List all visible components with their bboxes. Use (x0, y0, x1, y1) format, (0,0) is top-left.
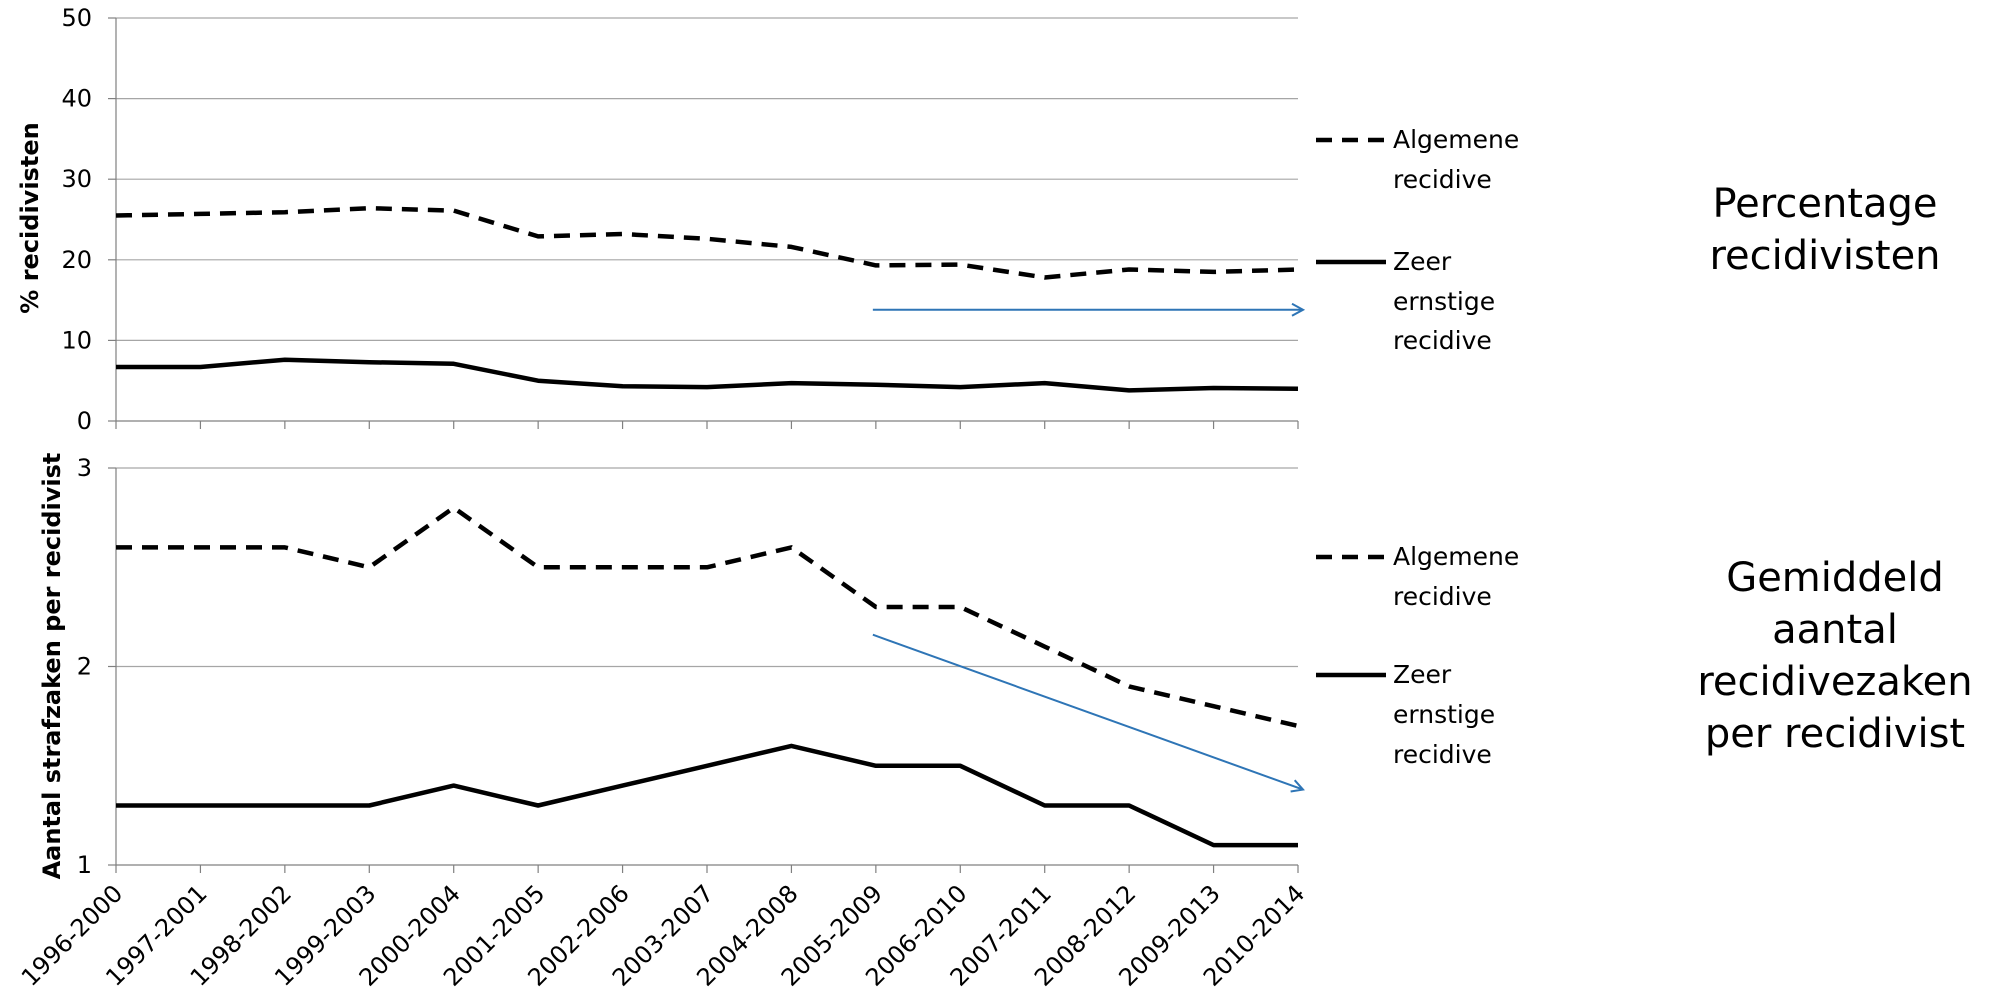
legend-label: recidive (1393, 165, 1492, 194)
y-axis-title: % recidivisten (16, 122, 44, 313)
side-label-bottom: Gemiddeld aantal recidivezaken per recid… (1697, 555, 1973, 757)
legend-label: Algemene (1393, 125, 1519, 154)
y-tick-label: 0 (77, 407, 92, 435)
legend-label: Zeer (1393, 247, 1452, 276)
series-line-zeer-ernstige (116, 357, 1299, 393)
legend-label: Algemene (1393, 542, 1519, 571)
y-tick-label: 3 (77, 454, 92, 482)
trend-arrow (872, 633, 1303, 790)
y-tick-label: 10 (61, 326, 92, 354)
legend-label: Zeer (1393, 660, 1452, 689)
y-tick-label: 2 (77, 653, 92, 681)
y-tick-label: 40 (61, 85, 92, 113)
y-axis-title: Aantal strafzaken per recidivist (38, 453, 66, 880)
y-tick-label: 50 (61, 4, 92, 32)
side-label-top: Percentage recidivisten (1709, 181, 1941, 279)
legend-label: recidive (1393, 326, 1492, 355)
series-line-zeer-ernstige (116, 743, 1298, 848)
legend-label: ernstige (1393, 700, 1495, 729)
legend-label: recidive (1393, 740, 1492, 769)
panel-bottom: 1 2 3 Aantal strafzaken per recidivist Algem… (38, 453, 1519, 880)
y-tick-label: 1 (77, 851, 92, 879)
y-tick-label: 30 (61, 165, 92, 193)
y-tick-label: 20 (61, 246, 92, 274)
series-line-algemene (115, 205, 1299, 280)
series-line-algemene (116, 505, 1299, 729)
legend-label: recidive (1393, 582, 1492, 611)
legend-label: ernstige (1393, 287, 1495, 316)
panel-top: 0 10 20 30 40 50 % recidivisten Algemene recidiv… (16, 4, 1519, 435)
x-axis-labels: 1996-20001997-20011998-20021999-20032000… (16, 879, 1310, 991)
